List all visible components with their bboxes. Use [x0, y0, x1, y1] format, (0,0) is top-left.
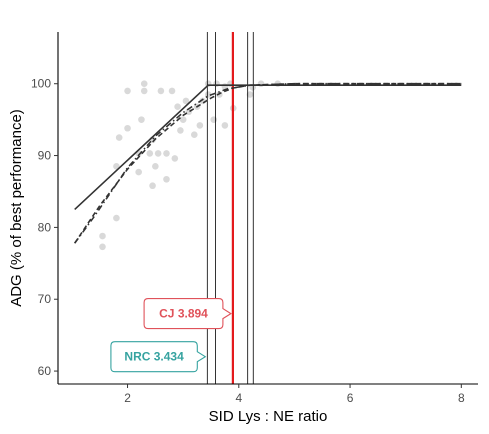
y-tick-label-80: 80 — [38, 220, 52, 234]
data-point-24 — [179, 116, 187, 123]
nrc-callout-label: NRC 3.434 — [124, 350, 184, 364]
x-axis-title: SID Lys : NE ratio — [209, 408, 328, 425]
data-point-33 — [210, 116, 218, 123]
x-tick-label-2: 2 — [124, 391, 131, 405]
scatter-points — [99, 80, 282, 251]
fit-lines — [74, 82, 462, 244]
data-point-25 — [182, 97, 190, 105]
y-tick-label-90: 90 — [38, 149, 52, 163]
data-point-7 — [135, 168, 142, 176]
data-point-19 — [163, 150, 170, 157]
data-point-2 — [113, 214, 120, 222]
data-point-15 — [152, 163, 159, 170]
data-point-17 — [157, 87, 165, 95]
data-point-36 — [221, 122, 229, 129]
data-point-22 — [174, 103, 181, 111]
data-point-5 — [124, 87, 131, 95]
fit-line-dashed — [74, 82, 462, 244]
y-axis-title: ADG (% of best performance) — [8, 109, 25, 307]
data-point-9 — [138, 116, 145, 123]
cj-callout-box — [143, 298, 232, 330]
x-tick-label-4: 4 — [235, 391, 242, 405]
data-point-1 — [99, 232, 106, 240]
fit-line-dotdash — [74, 82, 462, 244]
data-point-29 — [196, 122, 204, 129]
nrc-callout-box — [110, 341, 207, 373]
data-point-23 — [177, 127, 184, 134]
data-point-20 — [168, 87, 176, 95]
data-point-18 — [163, 175, 170, 183]
data-point-40 — [246, 91, 254, 98]
data-point-34 — [213, 80, 220, 88]
data-point-21 — [171, 155, 179, 162]
tick-marks: 2 4 6 8 60 70 80 90 100 — [31, 77, 465, 405]
data-point-4 — [115, 134, 123, 141]
x-tick-label-6: 6 — [347, 391, 354, 405]
x-tick-label-8: 8 — [458, 391, 465, 405]
data-point-13 — [149, 182, 156, 190]
y-tick-label-100: 100 — [31, 77, 51, 91]
y-tick-label-70: 70 — [38, 292, 52, 306]
data-point-10 — [140, 87, 148, 95]
data-point-16 — [154, 150, 162, 157]
data-point-12 — [146, 150, 154, 157]
y-tick-label-60: 60 — [38, 364, 52, 378]
data-point-0 — [99, 243, 106, 251]
data-point-27 — [190, 131, 198, 139]
data-point-6 — [124, 124, 131, 132]
callouts: CJ 3.894 NRC 3.434 — [110, 298, 232, 373]
data-point-11 — [140, 80, 148, 88]
data-point-42 — [257, 80, 265, 88]
fit-line-solid — [74, 84, 462, 210]
cj-callout-label: CJ 3.894 — [159, 307, 208, 321]
reference-lines — [206, 32, 254, 384]
